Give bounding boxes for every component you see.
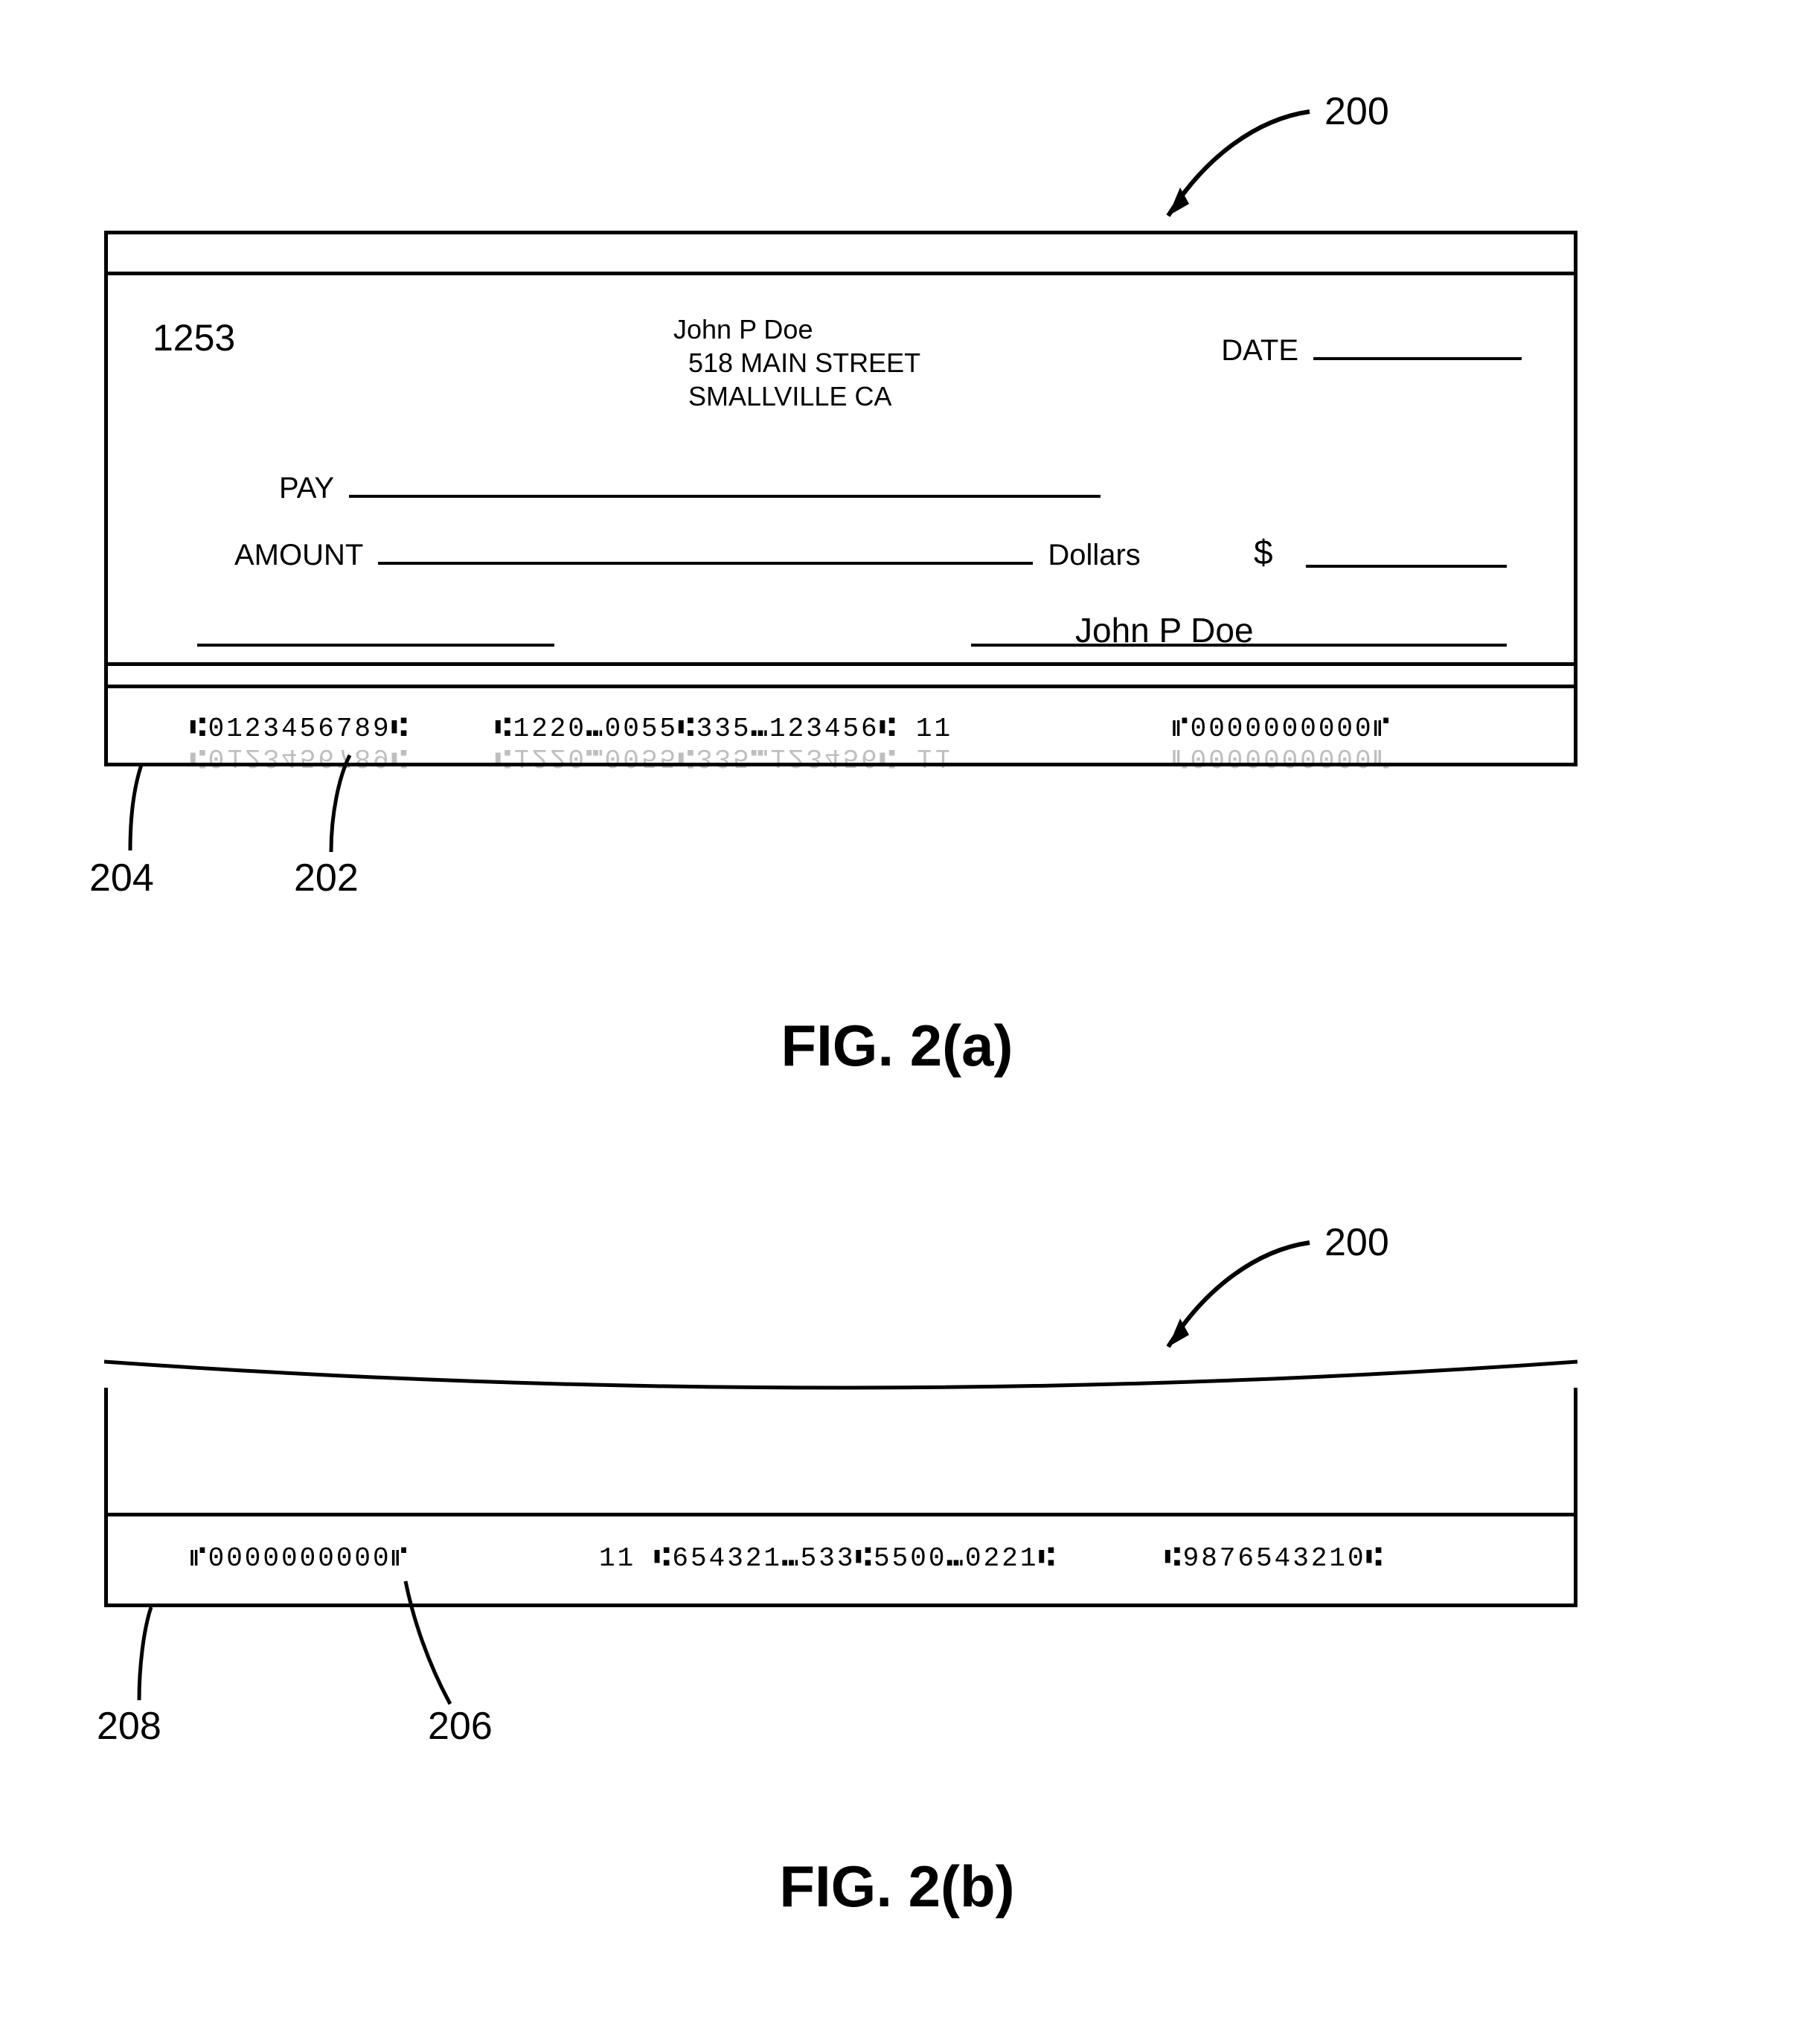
ref-200-label-b: 200: [1324, 1220, 1389, 1265]
fig-2b-caption: FIG. 2(b): [0, 1853, 1794, 1920]
payer-addr-1: 518 MAIN STREET: [688, 346, 920, 379]
leader-206: [406, 1581, 525, 1708]
ref-204-label: 204: [89, 856, 154, 900]
leader-202: [320, 755, 379, 856]
dollars-label: Dollars: [1048, 539, 1140, 572]
leader-204: [119, 765, 179, 854]
date-underline: [1313, 327, 1522, 360]
pay-underline: [349, 465, 1101, 498]
payer-name: John P Doe: [673, 313, 920, 346]
payer-addr-2: SMALLVILLE CA: [688, 379, 920, 413]
micr-back-3: ⑆9876543210⑆: [1165, 1543, 1384, 1574]
micr-back-1: ⑈0000000000⑈: [190, 1543, 409, 1574]
date-label: DATE: [1221, 334, 1298, 368]
micr-reflection-3: ⑈0000000000⑈: [1172, 742, 1391, 772]
leader-208: [130, 1607, 182, 1704]
fig-2a-caption: FIG. 2(a): [0, 1012, 1794, 1080]
micr-strip-back: ⑈0000000000⑈ 11 ⑆654321⑉533⑆5500⑉0221⑆ ⑆…: [108, 1510, 1574, 1604]
ref-200-label-a: 200: [1324, 89, 1389, 134]
dollar-amount-underline: [1306, 532, 1507, 568]
amount-label: AMOUNT: [234, 539, 363, 572]
ref-206-label: 206: [428, 1704, 493, 1749]
check-number: 1253: [153, 316, 235, 359]
date-field: DATE: [1221, 327, 1522, 368]
memo-underline: [197, 614, 554, 647]
amount-row: AMOUNT Dollars: [234, 532, 1141, 572]
payer-address: John P Doe 518 MAIN STREET SMALLVILLE CA: [673, 313, 920, 413]
micr-strip-front: ⑆0123456789⑆ ⑆1220⑉0055⑆335⑉123456⑆ 11 ⑈…: [108, 688, 1574, 763]
check-back-strip: ⑈0000000000⑈ 11 ⑆654321⑉533⑆5500⑉0221⑆ ⑆…: [104, 1354, 1577, 1607]
patent-figure-page: 200 1253 John P Doe 518 MAIN STREET SMAL…: [0, 0, 1794, 2044]
signature-name: John P Doe: [1075, 610, 1254, 650]
micr-group-2: ⑆1220⑉0055⑆335⑉123456⑆ 11: [495, 714, 952, 744]
check-lower-rule-1: [108, 662, 1574, 666]
pay-label: PAY: [279, 472, 334, 505]
ref-208-label: 208: [97, 1704, 161, 1749]
check-front: 1253 John P Doe 518 MAIN STREET SMALLVIL…: [104, 231, 1577, 766]
micr-group-1: ⑆0123456789⑆: [190, 714, 409, 744]
micr-group-3: ⑈0000000000⑈: [1172, 714, 1391, 744]
micr-back-2: 11 ⑆654321⑉533⑆5500⑉0221⑆: [599, 1543, 1057, 1574]
dollar-sign: $: [1254, 532, 1273, 572]
ref-202-label: 202: [294, 856, 359, 900]
check-body: 1253 John P Doe 518 MAIN STREET SMALLVIL…: [108, 275, 1574, 659]
strip-b-box: ⑈0000000000⑈ 11 ⑆654321⑉533⑆5500⑉0221⑆ ⑆…: [104, 1388, 1577, 1607]
micr-reflection-2: ⑆1220⑉0055⑆335⑉123456⑆ 11: [495, 742, 952, 772]
pay-to-row: PAY: [279, 465, 1101, 505]
arrow-200-fig-a: [1153, 97, 1347, 246]
amount-underline: [378, 532, 1033, 565]
